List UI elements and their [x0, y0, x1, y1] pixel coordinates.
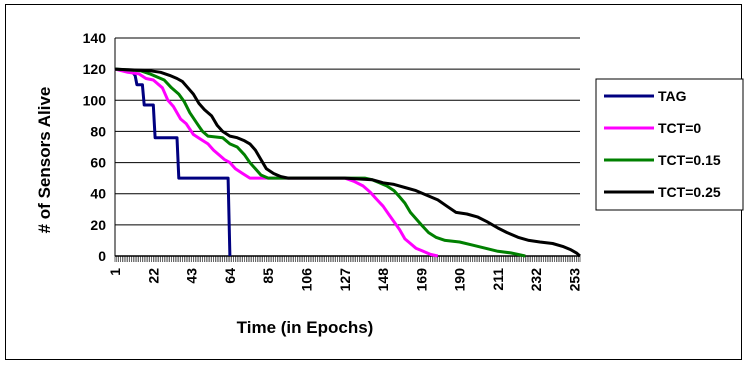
series-line-tct-0-25 — [114, 67, 581, 258]
x-tick-label: 106 — [298, 268, 314, 292]
x-tick-label: 190 — [452, 268, 468, 292]
series-line-tct-0 — [114, 67, 439, 258]
y-tick-label: 40 — [90, 186, 106, 202]
x-minor-ticks — [114, 256, 581, 262]
legend-box — [595, 78, 744, 211]
x-axis-title: Time (in Epochs) — [237, 318, 374, 337]
y-tick-label: 20 — [90, 217, 106, 233]
x-tick-label: 1 — [107, 268, 123, 276]
x-tick-label: 127 — [337, 268, 353, 292]
y-tick-label: 100 — [83, 92, 107, 108]
legend-label: TAG — [658, 88, 687, 104]
x-tick-label: 253 — [567, 268, 583, 292]
y-tick-label: 0 — [98, 248, 106, 264]
x-tick-label: 22 — [145, 268, 161, 284]
x-tick-label: 169 — [413, 268, 429, 292]
y-axis-title: # of Sensors Alive — [35, 87, 54, 234]
legend-label: TCT=0.15 — [658, 152, 721, 168]
x-tick-label: 64 — [222, 268, 238, 284]
x-tick-label: 148 — [375, 268, 391, 292]
y-tick-label: 60 — [90, 155, 106, 171]
x-tick-label: 211 — [490, 268, 506, 291]
x-tick-label: 85 — [260, 268, 276, 284]
y-tick-label: 140 — [83, 30, 107, 46]
x-tick-label: 232 — [528, 268, 544, 292]
y-tick-label: 120 — [83, 61, 107, 77]
y-tick-label: 80 — [90, 123, 106, 139]
x-tick-label: 43 — [184, 268, 200, 284]
legend-label: TCT=0.25 — [658, 184, 721, 200]
legend-label: TCT=0 — [658, 120, 701, 136]
